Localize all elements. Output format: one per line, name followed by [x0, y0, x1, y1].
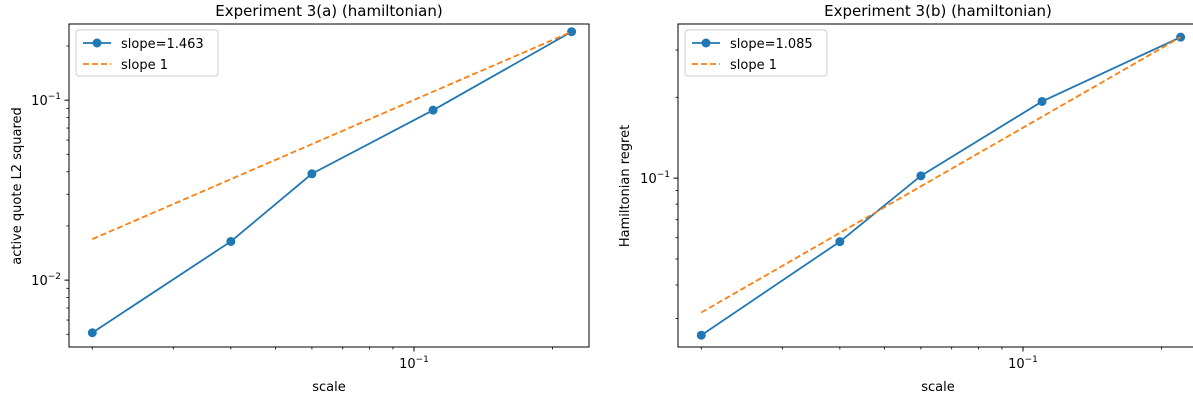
chart-left-ylabel: active quote L2 squared [10, 107, 25, 265]
series-1-line [91, 30, 573, 334]
legend-box [684, 29, 828, 77]
chart-right-plot: 10−1 10−1 [640, 32, 1186, 372]
y-tick-label: 10−1 [640, 170, 670, 187]
series-1-point [226, 236, 236, 246]
chart-left-title: Experiment 3(a) (hamiltonian) [215, 2, 442, 20]
series-2-line [91, 30, 572, 240]
chart-left-legend: slope=1.463 slope 1 [75, 29, 219, 77]
legend-label-series-2: slope 1 [121, 58, 168, 73]
chart-right-ylabel: Hamiltonian regret [618, 125, 633, 247]
series-1-point [916, 171, 926, 181]
chart-right-title: Experiment 3(b) (hamiltonian) [824, 2, 1052, 20]
series-1-point [87, 328, 97, 338]
chart-left-plot: 10−1 10−2 10−1 [31, 27, 577, 372]
series-1-point [428, 105, 438, 115]
chart-left-axes-frame [68, 23, 590, 348]
legend-label-series-1: slope=1.085 [730, 37, 813, 52]
x-tick-label: 10−1 [399, 355, 429, 372]
series-1-line [700, 36, 1181, 336]
series-1-point [835, 237, 845, 247]
chart-left: Experiment 3(a) (hamiltonian) 10−110−210… [10, 2, 590, 395]
x-tick-label: 10−1 [1008, 355, 1038, 372]
legend-marker-series-1 [701, 38, 711, 48]
chart-right-legend: slope=1.085 slope 1 [684, 29, 828, 77]
chart-right-xlabel: scale [921, 380, 955, 395]
chart-right-axes-frame [677, 23, 1193, 348]
series-1-point [696, 330, 706, 340]
series-2-line [700, 36, 1182, 314]
legend-label-series-1: slope=1.463 [121, 37, 204, 52]
legend-label-series-2: slope 1 [730, 58, 777, 73]
legend-marker-series-1 [92, 38, 102, 48]
series-1-point [307, 169, 317, 179]
y-tick-label: 10−2 [31, 272, 61, 289]
legend-box [75, 29, 219, 77]
series-1-point [1037, 96, 1047, 106]
chart-right: Experiment 3(b) (hamiltonian) 10−1 10−1 s… [618, 2, 1193, 395]
y-tick-label: 10−1 [31, 92, 61, 109]
chart-left-xlabel: scale [312, 380, 346, 395]
